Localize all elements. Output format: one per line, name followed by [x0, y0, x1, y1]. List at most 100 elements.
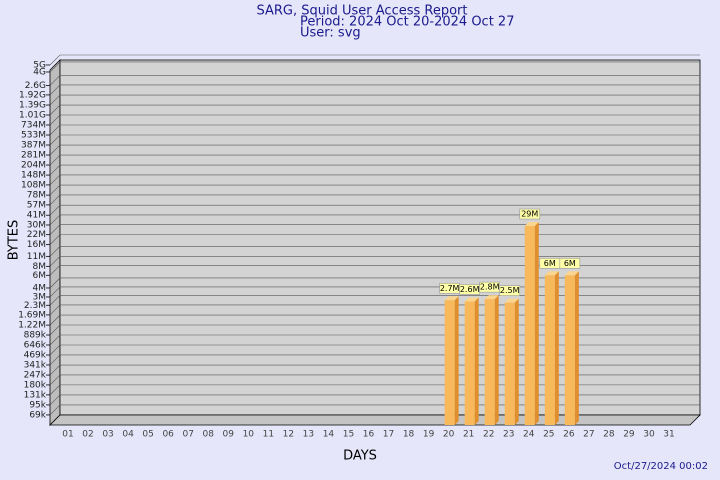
grid-line [49, 84, 700, 96]
bar-top [444, 296, 459, 301]
x-tick-label: 29 [623, 430, 635, 440]
grid-line [49, 214, 700, 226]
value-label-box [519, 208, 541, 220]
x-tick-label: 14 [323, 430, 335, 440]
x-axis-label: DAYS [343, 449, 377, 464]
y-tick-label: 30M [27, 220, 46, 230]
x-tick-label: 27 [583, 430, 594, 440]
x-tick-label: 08 [203, 430, 215, 440]
x-tick-label: 07 [182, 430, 193, 440]
x-tick-label: 16 [363, 430, 375, 440]
y-tick-label: 16M [27, 240, 46, 250]
x-tick-label: 03 [102, 430, 113, 440]
x-tick-label: 13 [303, 430, 314, 440]
y-tick-label: 8M [33, 262, 47, 272]
bar-top [524, 222, 539, 227]
x-tick-label: 21 [463, 430, 474, 440]
grid-line [49, 61, 700, 73]
grid-line [49, 75, 700, 86]
bar-top [544, 271, 559, 276]
y-tick-label: 57M [27, 200, 46, 210]
x-tick-label: 20 [443, 430, 455, 440]
value-label: 6M [544, 259, 556, 268]
grid-line [49, 264, 700, 276]
value-label-box [499, 285, 521, 296]
bar-top [564, 271, 579, 276]
grid-line [49, 294, 700, 306]
plot-area [59, 59, 701, 416]
grid-line [49, 54, 700, 66]
y-tick-label: 3M [33, 292, 47, 302]
value-label: 6M [564, 259, 576, 268]
value-label: 2.5M [500, 286, 520, 295]
y-tick-label: 1.69M [18, 310, 46, 320]
x-tick-label: 17 [383, 430, 394, 440]
y-tick-label: 131k [24, 390, 47, 400]
bar-side [494, 295, 499, 425]
y-tick-label: 180k [24, 380, 47, 390]
bar-top [504, 298, 519, 303]
floor [49, 414, 701, 426]
bar-side [514, 298, 519, 425]
y-tick-label: 204M [21, 161, 46, 171]
grid-line [49, 204, 700, 216]
bar [564, 275, 575, 425]
x-tick-label: 31 [663, 430, 674, 440]
footer: Oct/27/2024 00:02 [614, 461, 708, 472]
y-axis-label: BYTES [7, 220, 22, 261]
bar-side [454, 296, 459, 425]
x-tick-label: 19 [423, 430, 435, 440]
x-tick-label: 15 [343, 430, 354, 440]
x-tick-label: 05 [142, 430, 153, 440]
y-tick-label: 4M [33, 283, 47, 293]
y-tick-label: 108M [21, 180, 46, 190]
y-tick-label: 646k [24, 340, 47, 350]
y-tick-label: 69k [29, 410, 46, 420]
x-tick-label: 04 [122, 430, 134, 440]
y-tick-label: 247k [24, 371, 47, 381]
y-tick-label: 387M [21, 141, 46, 151]
value-label-box [559, 257, 581, 269]
bar-top [464, 297, 479, 302]
bar-side [534, 222, 539, 425]
value-label: 2.8M [480, 283, 500, 292]
chart-subtitle: Period: 2024 Oct 20-2024 Oct 27 [300, 15, 514, 30]
x-tick-label: 18 [403, 430, 415, 440]
y-tick-label: 1.39G [19, 101, 46, 111]
bar [524, 226, 535, 425]
grid-line [49, 164, 700, 176]
bar [544, 275, 555, 425]
grid-line [49, 114, 700, 126]
x-tick-label: 26 [563, 430, 575, 440]
grid-line [49, 174, 700, 186]
y-tick-label: 6M [33, 271, 47, 281]
grid-line [49, 277, 700, 289]
chart-user: User: svg [300, 26, 361, 41]
grid-line [49, 234, 700, 245]
value-label: 2.6M [460, 285, 480, 294]
bar [484, 299, 495, 425]
grid-line [49, 104, 700, 116]
y-tick-label: 11M [27, 252, 46, 262]
y-tick-label: 734M [21, 120, 46, 130]
y-tick-label: 78M [27, 191, 46, 201]
y-tick-label: 281M [21, 151, 46, 161]
grid-line [49, 256, 700, 267]
x-tick-label: 22 [483, 430, 494, 440]
y-tick-label: 4G [33, 67, 46, 77]
x-tick-label: 25 [543, 430, 554, 440]
y-tick-label: 22M [27, 230, 46, 240]
value-label: 29M [521, 210, 538, 219]
grid-line [49, 194, 700, 206]
x-tick-label: 02 [82, 430, 93, 440]
bar [464, 301, 475, 425]
y-tick-label: 1.92G [19, 90, 46, 100]
grid-line [49, 94, 700, 106]
y-tick-label: 95k [29, 400, 46, 410]
x-tick-label: 01 [62, 430, 73, 440]
value-label: 2.7M [440, 284, 460, 293]
x-tick-label: 30 [643, 430, 655, 440]
y-tick-label: 2.3M [24, 301, 46, 311]
grid-line [49, 224, 700, 235]
